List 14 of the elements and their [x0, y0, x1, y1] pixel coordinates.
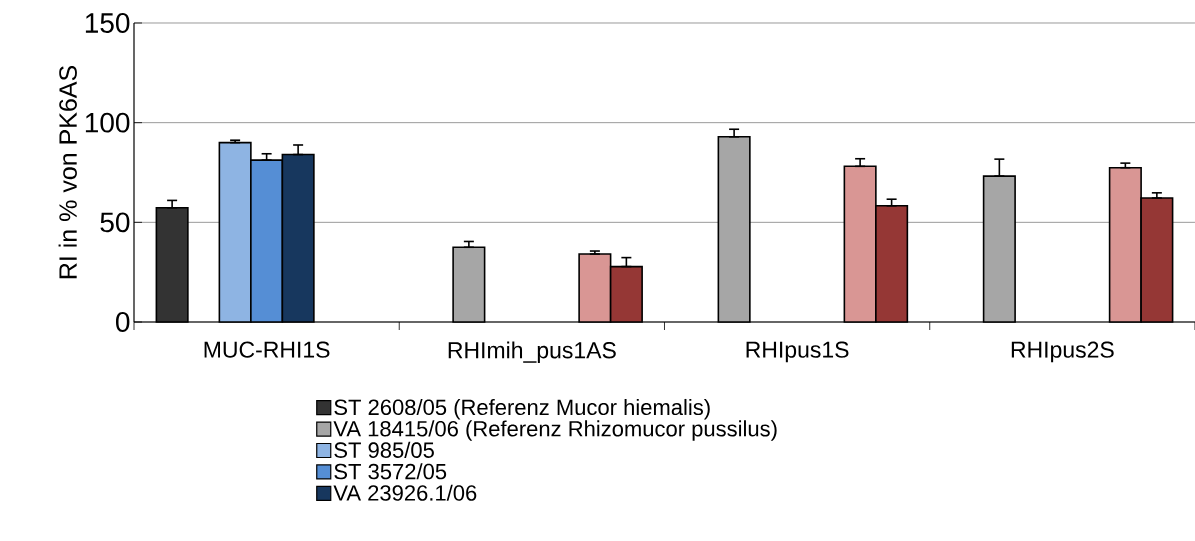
x-tick-label: RHImih_pus1AS — [448, 341, 616, 363]
y-axis-title: RI in % von PK6AS — [58, 65, 77, 279]
y-tick-label: 100 — [85, 112, 130, 133]
y-tick-label: 150 — [85, 13, 130, 33]
x-tick-label: RHIpus2S — [1011, 341, 1114, 363]
y-tick-label: 0 — [116, 312, 130, 332]
legend-label: ST 985/05 — [334, 441, 434, 458]
legend-label: VA 18415/06 (Referenz Rhizomucor pussilus) — [333, 420, 777, 441]
legend-label: VA 23926.1/06 — [333, 484, 477, 501]
y-tick-label: 50 — [100, 212, 130, 233]
x-tick-label: MUC-RHI1S — [204, 341, 330, 358]
legend-label: ST 2608/05 (Referenz Mucor hiemalis) — [334, 398, 710, 420]
legend-label: ST 3572/05 — [334, 463, 447, 480]
x-tick-label: RHIpus1S — [746, 341, 849, 363]
